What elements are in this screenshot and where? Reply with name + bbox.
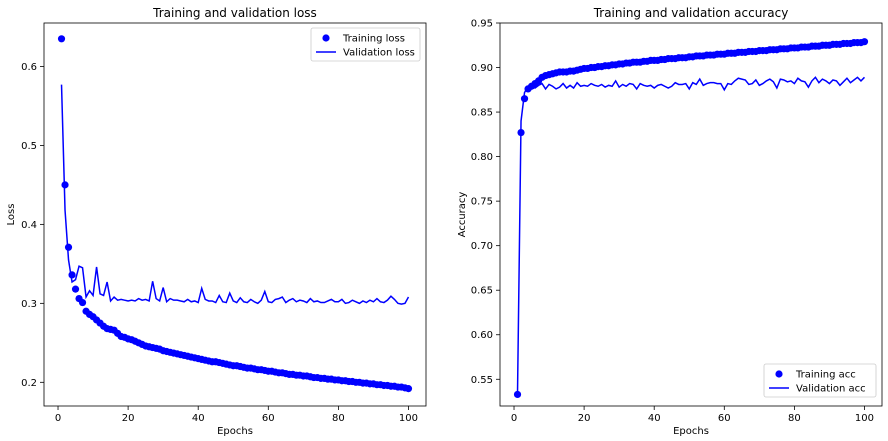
series-validation-acc bbox=[516, 76, 866, 393]
x-tick-label: 20 bbox=[578, 413, 591, 424]
data-point bbox=[520, 95, 529, 103]
y-tick-label: 0.75 bbox=[471, 197, 493, 208]
y-tick-label: 0.60 bbox=[471, 330, 493, 341]
x-tick-label: 60 bbox=[262, 413, 275, 424]
legend-dot-marker bbox=[322, 34, 330, 42]
chart-1: Training and validation loss 0 20 40 60 80 100… bbox=[6, 6, 427, 437]
y-tick-label: 0.2 bbox=[21, 378, 37, 389]
y-tick-label: 0.5 bbox=[21, 141, 37, 152]
series-validation-loss bbox=[60, 84, 410, 305]
x-tick-label: 100 bbox=[855, 413, 874, 424]
data-point bbox=[78, 298, 87, 307]
x-tick-label: 100 bbox=[399, 413, 418, 424]
legend: Training loss Validation loss bbox=[310, 27, 421, 62]
y-tick-label: 0.6 bbox=[21, 62, 37, 73]
y-tick-label: 0.95 bbox=[471, 19, 493, 30]
data-point bbox=[64, 243, 73, 251]
y-tick-label: 0.70 bbox=[471, 241, 493, 252]
legend-box bbox=[310, 27, 421, 62]
legend-box bbox=[763, 363, 877, 398]
x-tick-label: 80 bbox=[332, 413, 345, 424]
y-axis-label: Loss bbox=[6, 204, 17, 226]
series-line bbox=[60, 84, 410, 305]
x-tick-label: 0 bbox=[511, 413, 517, 424]
y-tick-label: 0.65 bbox=[471, 286, 493, 297]
y-tick-label: 0.4 bbox=[21, 220, 37, 231]
y-tick-label: 0.90 bbox=[471, 63, 493, 74]
x-tick-label: 80 bbox=[788, 413, 801, 424]
legend-dot-marker bbox=[775, 370, 783, 378]
x-tick-label: 0 bbox=[55, 413, 61, 424]
x-axis-label: Epochs bbox=[217, 426, 253, 437]
plot-frame bbox=[499, 22, 883, 407]
plot-frame bbox=[43, 22, 427, 407]
chart-title: Training and validation loss bbox=[152, 6, 317, 20]
data-point bbox=[57, 35, 66, 43]
chart-title: Training and validation accuracy bbox=[593, 6, 789, 20]
legend-label: Validation loss bbox=[343, 48, 415, 59]
y-axis-label: Accuracy bbox=[457, 192, 468, 238]
legend: Training acc Validation acc bbox=[763, 363, 877, 398]
series-training-acc bbox=[513, 38, 869, 399]
y-tick-label: 0.55 bbox=[471, 375, 493, 386]
y-tick-label: 0.85 bbox=[471, 108, 493, 119]
x-axis-label: Epochs bbox=[673, 426, 709, 437]
legend-label: Validation acc bbox=[796, 384, 866, 395]
x-tick-label: 20 bbox=[122, 413, 135, 424]
chart-2: Training and validation accuracy 0 20 40 60 8… bbox=[457, 6, 883, 437]
series-line bbox=[516, 76, 866, 393]
series-training-loss bbox=[57, 35, 413, 393]
legend-label: Training acc bbox=[795, 370, 856, 381]
y-tick-label: 0.80 bbox=[471, 152, 493, 163]
data-point bbox=[404, 385, 413, 393]
data-point bbox=[513, 390, 522, 399]
x-tick-label: 40 bbox=[192, 413, 205, 424]
data-point bbox=[71, 285, 80, 293]
x-tick-label: 60 bbox=[718, 413, 731, 424]
data-point bbox=[860, 38, 869, 46]
x-tick-label: 40 bbox=[648, 413, 661, 424]
legend-label: Training loss bbox=[342, 34, 405, 45]
y-tick-label: 0.3 bbox=[21, 299, 37, 310]
